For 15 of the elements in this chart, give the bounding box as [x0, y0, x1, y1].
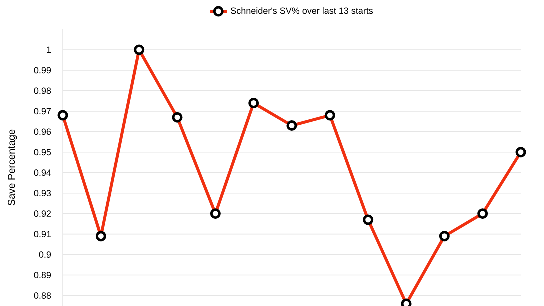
y-tick-label: 0.98 [34, 88, 52, 94]
legend-label: Schneider's SV% over last 13 starts [231, 8, 374, 14]
y-tick-label: 0.96 [34, 128, 52, 136]
y-axis-title: Save Percentage [8, 130, 18, 206]
y-tick-label: 0.99 [34, 67, 52, 74]
y-tick-label: 0.88 [34, 292, 52, 299]
y-tick-label: 0.95 [34, 149, 52, 156]
y-tick-label: 1 [47, 46, 52, 54]
y-tick-label: 0.92 [34, 210, 52, 218]
y-tick-label: 0.97 [34, 108, 52, 115]
y-tick-label: 0.91 [34, 231, 52, 238]
y-tick-label: 0.94 [34, 170, 52, 176]
y-tick-label: 0.9 [39, 252, 52, 258]
y-tick-label: 0.93 [34, 190, 52, 197]
y-tick-label: 0.89 [34, 272, 52, 278]
